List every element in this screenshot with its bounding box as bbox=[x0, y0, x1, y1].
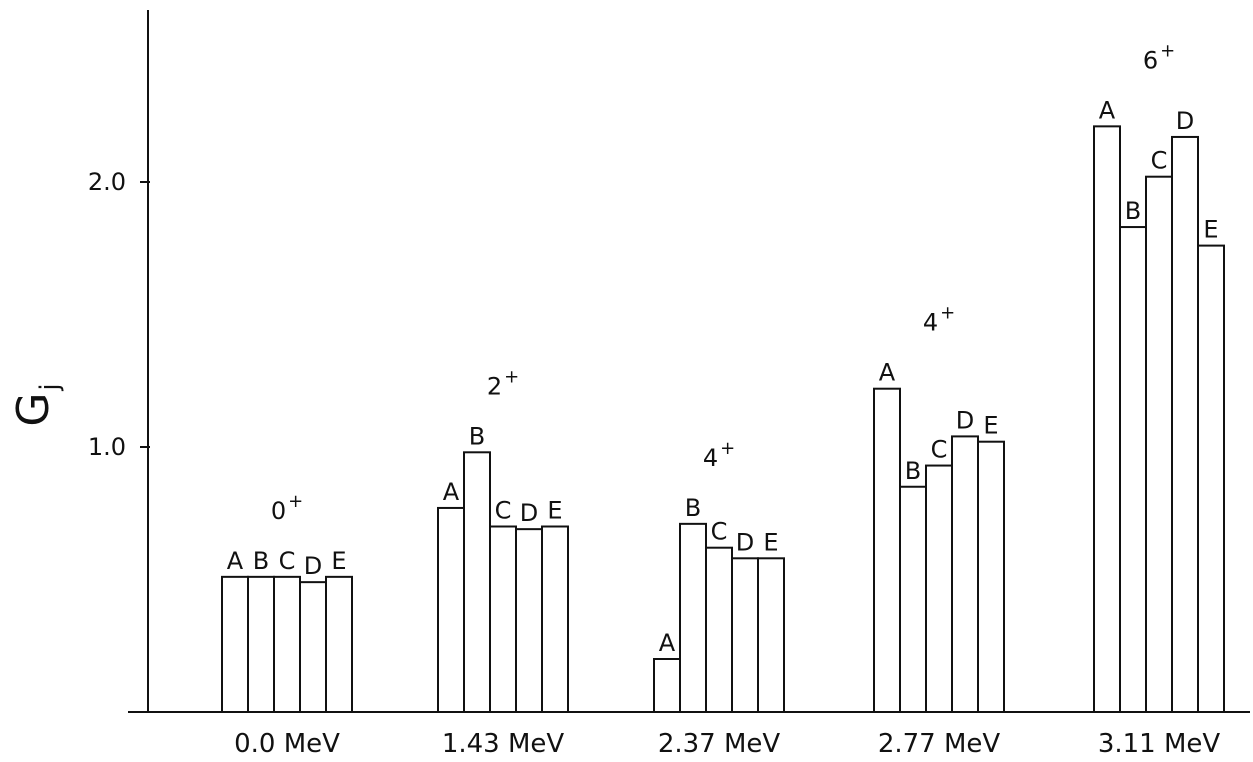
bar-letter-label: E bbox=[1203, 216, 1218, 244]
bar bbox=[299, 581, 327, 714]
bar-letter-label: B bbox=[685, 494, 701, 522]
bar-letter-label: B bbox=[1125, 197, 1141, 225]
y-tick-label: 1.0 bbox=[88, 433, 126, 461]
bar bbox=[679, 522, 707, 713]
bar bbox=[951, 435, 979, 713]
bar bbox=[463, 451, 491, 713]
spin-label: 6 + bbox=[1143, 40, 1175, 74]
bar-letter-label: E bbox=[547, 497, 562, 525]
bar-letter-label: A bbox=[879, 359, 896, 387]
bar-letter-label: E bbox=[983, 412, 998, 440]
category-label: 1.43 MeV bbox=[442, 729, 565, 759]
bar bbox=[541, 525, 569, 713]
bar bbox=[705, 546, 733, 714]
bar bbox=[977, 440, 1005, 713]
category-label: 2.77 MeV bbox=[878, 729, 1001, 759]
bar-letter-label: C bbox=[279, 547, 296, 575]
y-axis-label: Gj bbox=[8, 383, 65, 426]
spin-label: 2 + bbox=[487, 366, 519, 400]
bar-letter-label: C bbox=[495, 497, 512, 525]
bar-letter-label: A bbox=[659, 629, 676, 657]
bar bbox=[873, 387, 901, 713]
category-label: 2.37 MeV bbox=[658, 729, 781, 759]
bar-letter-label: C bbox=[931, 436, 948, 464]
bar bbox=[1197, 244, 1225, 713]
bar-letter-label: B bbox=[469, 422, 485, 450]
y-ticks: 1.0 2.0 bbox=[88, 168, 150, 461]
bar-letter-label: E bbox=[763, 528, 778, 556]
bar-letter-label: D bbox=[304, 552, 322, 580]
bar bbox=[1093, 125, 1121, 714]
bar bbox=[1171, 135, 1199, 713]
bar bbox=[515, 528, 543, 714]
spin-label: 4 + bbox=[703, 438, 735, 472]
bar-letter-label: D bbox=[1176, 107, 1194, 135]
bar bbox=[437, 506, 465, 714]
y-axis-label-main: G bbox=[8, 393, 59, 427]
spin-label: 0 + bbox=[271, 491, 303, 525]
bar bbox=[731, 557, 759, 713]
bar bbox=[247, 575, 275, 713]
bar bbox=[1119, 226, 1147, 714]
bar-letter-label: A bbox=[443, 478, 460, 506]
category-labels: 0.0 MeV 1.43 MeV 2.37 MeV 2.77 MeV 3.11 MeV bbox=[234, 729, 1220, 759]
bar bbox=[653, 658, 681, 713]
bar bbox=[273, 575, 301, 713]
bar-letter-label: C bbox=[1151, 147, 1168, 175]
bar-letter-label: B bbox=[905, 457, 921, 485]
bar-letter-label: B bbox=[253, 547, 269, 575]
bar-letter-label: D bbox=[736, 528, 754, 556]
category-label: 3.11 MeV bbox=[1098, 729, 1221, 759]
bar-letter-label: D bbox=[520, 499, 538, 527]
bar bbox=[899, 485, 927, 713]
bar bbox=[757, 557, 785, 713]
bar-letter-label: A bbox=[227, 547, 244, 575]
category-label: 0.0 MeV bbox=[234, 729, 340, 759]
bar bbox=[325, 575, 353, 713]
bar-letter-label: E bbox=[331, 547, 346, 575]
bar bbox=[489, 525, 517, 713]
bar-group: A B C D E 0 + bbox=[221, 491, 353, 714]
bar-letter-label: A bbox=[1099, 96, 1116, 124]
spin-label: 4 + bbox=[923, 303, 955, 337]
bar bbox=[925, 464, 953, 713]
y-tick-label: 2.0 bbox=[88, 168, 126, 196]
bar-letter-label: D bbox=[956, 406, 974, 434]
bar-group: A BCD E 6 + bbox=[1093, 40, 1225, 714]
bar bbox=[1145, 175, 1173, 713]
bar-group: AB C D E 2 + bbox=[437, 366, 569, 714]
y-axis-label-subscript: j bbox=[35, 383, 65, 391]
bar-letter-label: C bbox=[711, 518, 728, 546]
bar bbox=[221, 575, 249, 713]
